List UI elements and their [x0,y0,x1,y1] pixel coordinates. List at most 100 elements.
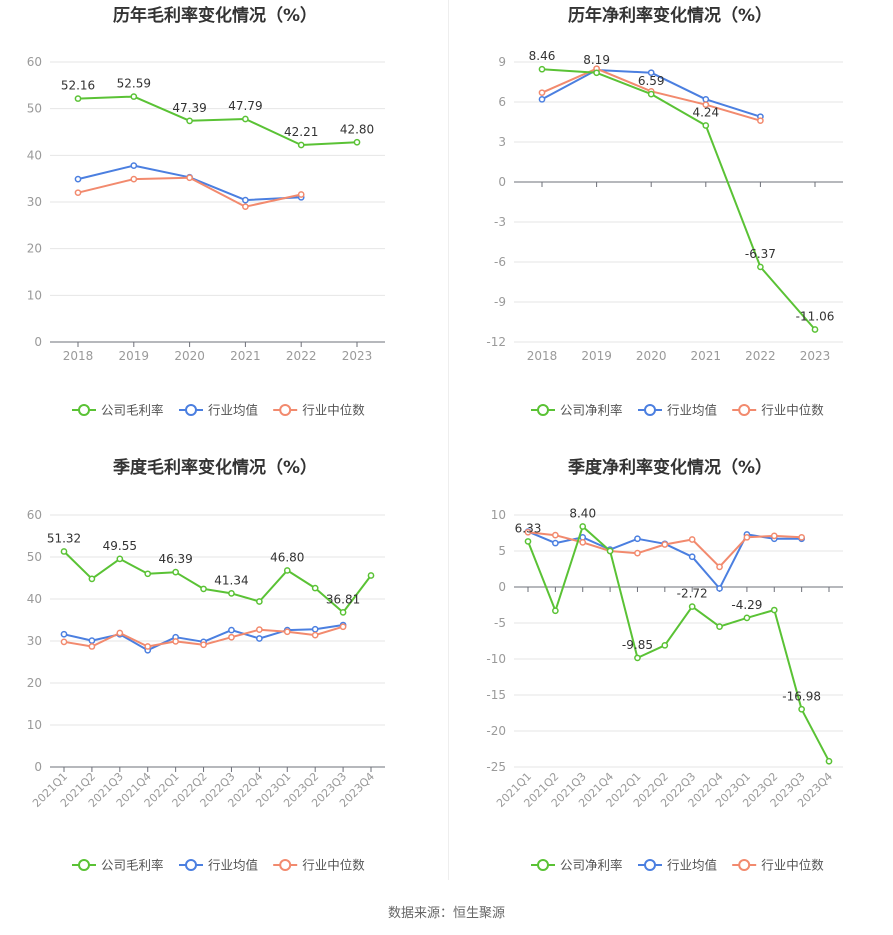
data-point [647,69,655,77]
x-tick-label: 2022 [286,349,317,363]
data-point [743,533,751,541]
data-point [524,528,532,536]
data-point [798,705,805,713]
x-tick-label: 2023 [800,349,831,363]
data-point [798,533,805,541]
legend-label: 行业均值 [667,403,717,418]
y-tick-label: 20 [27,242,42,256]
data-point [228,626,235,634]
data-point [579,539,587,546]
data-point [200,585,207,593]
y-tick-label: -3 [494,215,506,229]
data-point [552,607,559,615]
data-point [661,541,669,548]
x-tick-label: 2022 [745,349,776,363]
y-tick-label: -6 [494,255,506,269]
legend-label: 行业中位数 [302,858,365,873]
y-tick-label: 6 [498,95,506,109]
y-tick-label: 40 [27,592,42,606]
y-tick-label: 10 [491,508,506,522]
data-point [825,757,833,765]
legend-label: 行业均值 [208,858,258,873]
data-point [634,654,641,662]
data-label: -4.29 [731,598,762,612]
chart-2: 历年净利率变化情况（%） -12 -9 -6 -3 0 3 6 9 2018 2019 2020 202… [486,5,843,418]
data-point [661,641,669,649]
series-line [527,530,802,590]
legend-item: 行业中位数 [273,858,365,873]
y-tick-label: 40 [27,148,42,162]
legend-marker [537,859,549,871]
y-tick-label: -9 [494,295,506,309]
data-point [552,531,559,539]
data-point [116,629,124,637]
data-point [757,117,764,125]
x-tick-label: 2021 [691,349,722,363]
y-tick-label: 50 [27,102,42,116]
legend-marker [185,404,197,416]
data-point [524,538,532,545]
data-label: -9.85 [622,638,653,652]
data-point [144,570,152,578]
x-tick-label: 2018 [63,349,94,363]
data-point [702,95,710,103]
legend-marker [537,404,549,416]
data-point [60,630,68,638]
data-label: 41.34 [214,573,248,587]
legend-item: 公司毛利率 [72,858,164,873]
legend-marker [279,859,292,871]
data-point [688,536,696,543]
data-point [311,625,319,633]
legend-marker [78,404,90,416]
data-point [256,635,263,642]
legend-item: 行业均值 [638,403,717,418]
data-label: 42.80 [340,122,374,136]
data-point [88,637,96,644]
y-tick-label: 3 [498,135,506,149]
y-tick-label: 20 [27,676,42,690]
data-label: 52.16 [61,79,95,93]
data-point [130,162,138,169]
data-label: 52.59 [117,77,151,91]
y-tick-label: 10 [27,288,42,302]
data-point [339,609,347,616]
x-tick-label: 2018 [527,349,558,363]
legend-marker [185,859,197,871]
data-point [311,584,319,592]
data-point [297,191,305,198]
data-point [200,641,207,649]
data-label: 36.81 [326,592,360,606]
legend-item: 行业中位数 [273,403,365,418]
series-line [527,531,802,568]
data-point [702,122,710,129]
data-point [88,575,96,583]
data-point [74,95,82,102]
chart-title: 历年净利率变化情况（%） [568,5,772,26]
data-label: -6.37 [745,247,776,261]
data-point [256,626,263,634]
data-point [186,117,193,125]
y-tick-label: 5 [498,544,506,558]
data-point [144,643,152,650]
legend-label: 公司毛利率 [101,403,164,418]
data-point [339,623,347,631]
data-label: 51.32 [47,531,81,545]
data-point [242,203,249,211]
series-line [77,164,302,202]
legend-marker [279,404,292,416]
data-label: 6.59 [638,74,665,88]
data-point [538,65,546,73]
data-label: -11.06 [796,309,835,323]
data-point [130,175,138,183]
chart-4: 季度净利率变化情况（%）-25-20-15-10-505102021Q12021… [486,457,843,873]
legend-label: 公司净利率 [560,858,623,873]
data-label: 4.24 [692,105,719,119]
chart-title: 历年毛利率变化情况（%） [113,5,317,26]
data-label: 8.40 [569,507,596,521]
y-tick-label: -15 [486,688,506,702]
data-point [74,189,82,197]
x-tick-label: 2019 [581,349,612,363]
y-tick-label: -20 [486,724,506,738]
data-point [716,563,723,571]
